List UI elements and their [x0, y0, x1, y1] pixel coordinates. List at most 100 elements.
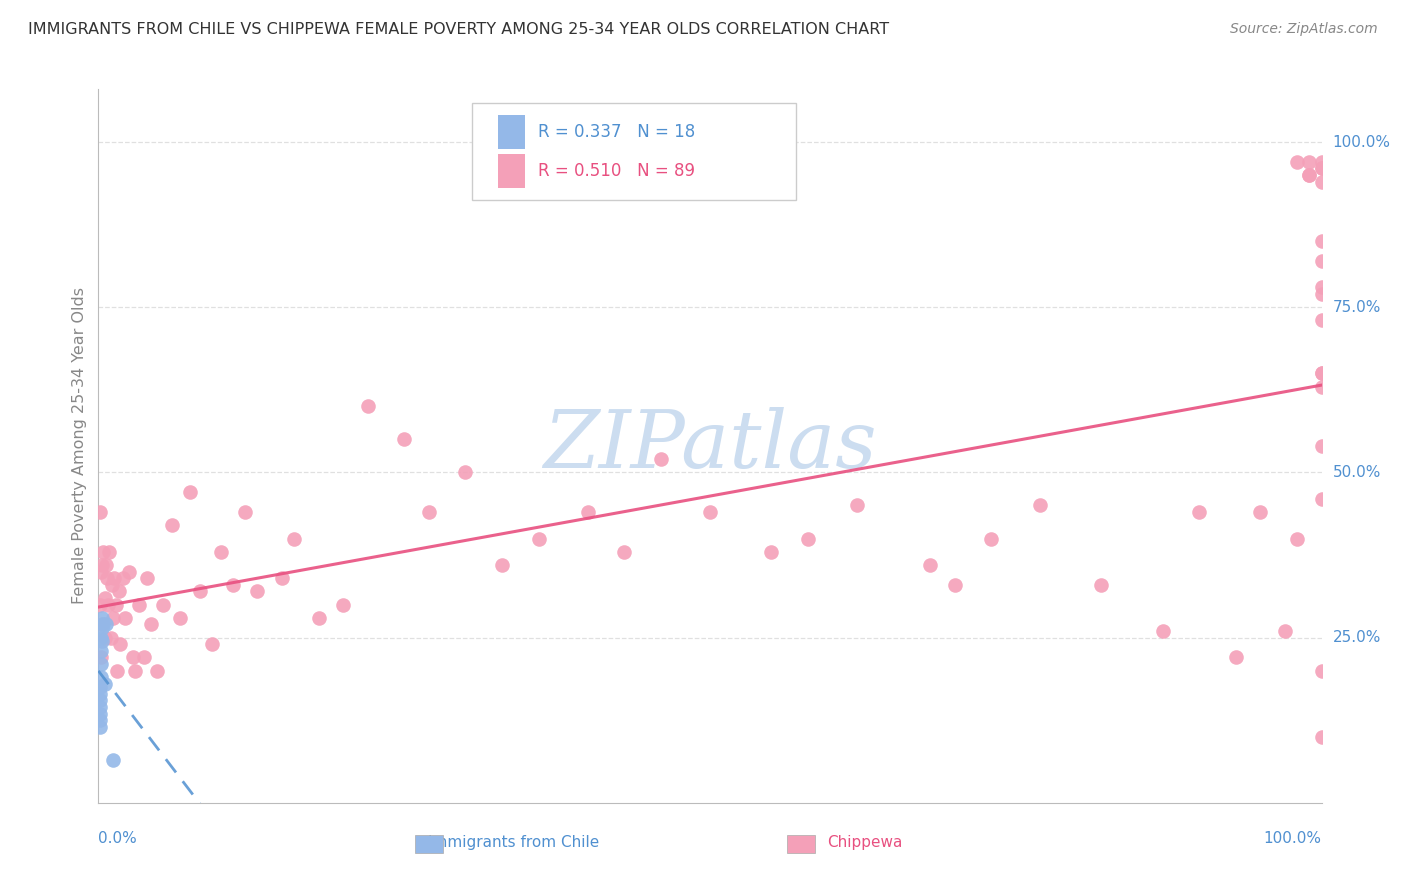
Point — [1029, 499, 1052, 513]
Text: R = 0.510   N = 89: R = 0.510 N = 89 — [537, 162, 695, 180]
Point — [89, 713, 111, 727]
Point — [136, 571, 159, 585]
Point — [89, 706, 111, 721]
Point — [1310, 439, 1333, 453]
Point — [101, 611, 124, 625]
Point — [1310, 254, 1333, 268]
Point — [1310, 234, 1333, 248]
Point — [103, 571, 125, 585]
Y-axis label: Female Poverty Among 25-34 Year Olds: Female Poverty Among 25-34 Year Olds — [72, 287, 87, 605]
Point — [943, 578, 966, 592]
Text: Source: ZipAtlas.com: Source: ZipAtlas.com — [1230, 22, 1378, 37]
Point — [90, 657, 112, 671]
Point — [1286, 154, 1309, 169]
Point — [91, 621, 114, 635]
Point — [91, 634, 114, 648]
Point — [1188, 505, 1211, 519]
Point — [89, 693, 111, 707]
Text: R = 0.337   N = 18: R = 0.337 N = 18 — [537, 123, 695, 141]
Point — [146, 664, 169, 678]
Point — [89, 720, 111, 734]
Text: 50.0%: 50.0% — [1333, 465, 1381, 480]
Text: 100.0%: 100.0% — [1264, 831, 1322, 847]
Point — [1090, 578, 1112, 592]
Point — [94, 617, 117, 632]
Point — [89, 505, 111, 519]
Point — [98, 545, 121, 559]
Point — [91, 545, 114, 559]
Point — [1298, 168, 1320, 182]
Point — [356, 400, 378, 414]
Point — [308, 611, 330, 625]
Text: 25.0%: 25.0% — [1333, 630, 1381, 645]
Point — [1298, 168, 1320, 182]
Point — [920, 558, 942, 572]
Point — [91, 617, 114, 632]
Point — [104, 598, 127, 612]
Point — [93, 677, 115, 691]
Point — [169, 611, 191, 625]
Bar — [498, 154, 526, 188]
Point — [90, 670, 112, 684]
Point — [1310, 313, 1333, 327]
Point — [94, 558, 117, 572]
Bar — [498, 115, 526, 149]
Point — [1310, 367, 1333, 381]
Point — [89, 700, 111, 714]
Point — [93, 591, 115, 605]
Point — [101, 753, 124, 767]
Point — [699, 505, 721, 519]
Point — [650, 452, 672, 467]
Point — [1310, 379, 1333, 393]
Point — [90, 631, 112, 645]
Point — [93, 631, 115, 645]
Point — [418, 505, 440, 519]
Point — [527, 532, 550, 546]
Point — [454, 466, 477, 480]
Point — [89, 680, 111, 694]
FancyBboxPatch shape — [471, 103, 796, 200]
Point — [179, 485, 201, 500]
Point — [201, 637, 224, 651]
Point — [1310, 730, 1333, 744]
Point — [89, 687, 111, 701]
Point — [1249, 505, 1271, 519]
Point — [121, 650, 143, 665]
Point — [270, 571, 294, 585]
Point — [1310, 161, 1333, 176]
Point — [91, 558, 114, 572]
Point — [91, 617, 114, 632]
Point — [90, 650, 112, 665]
Point — [89, 598, 111, 612]
Point — [797, 532, 820, 546]
Point — [132, 650, 155, 665]
Point — [1286, 532, 1309, 546]
Point — [91, 611, 114, 625]
Point — [139, 617, 162, 632]
Point — [246, 584, 269, 599]
Point — [233, 505, 256, 519]
Point — [108, 584, 131, 599]
Point — [100, 631, 122, 645]
Point — [124, 664, 146, 678]
Point — [1225, 650, 1247, 665]
Point — [97, 598, 120, 612]
Point — [1310, 664, 1333, 678]
Text: 100.0%: 100.0% — [1333, 135, 1391, 150]
Point — [128, 598, 150, 612]
Point — [118, 565, 141, 579]
Point — [392, 433, 416, 447]
Text: ZIPatlas: ZIPatlas — [543, 408, 877, 484]
Point — [90, 565, 112, 579]
Point — [283, 532, 305, 546]
Text: 0.0%: 0.0% — [98, 831, 138, 847]
Point — [222, 578, 245, 592]
Point — [101, 578, 124, 592]
Point — [1310, 154, 1333, 169]
Point — [110, 637, 132, 651]
Point — [1310, 161, 1333, 176]
Point — [845, 499, 868, 513]
Point — [152, 598, 174, 612]
Point — [1310, 287, 1333, 301]
Text: 75.0%: 75.0% — [1333, 300, 1381, 315]
